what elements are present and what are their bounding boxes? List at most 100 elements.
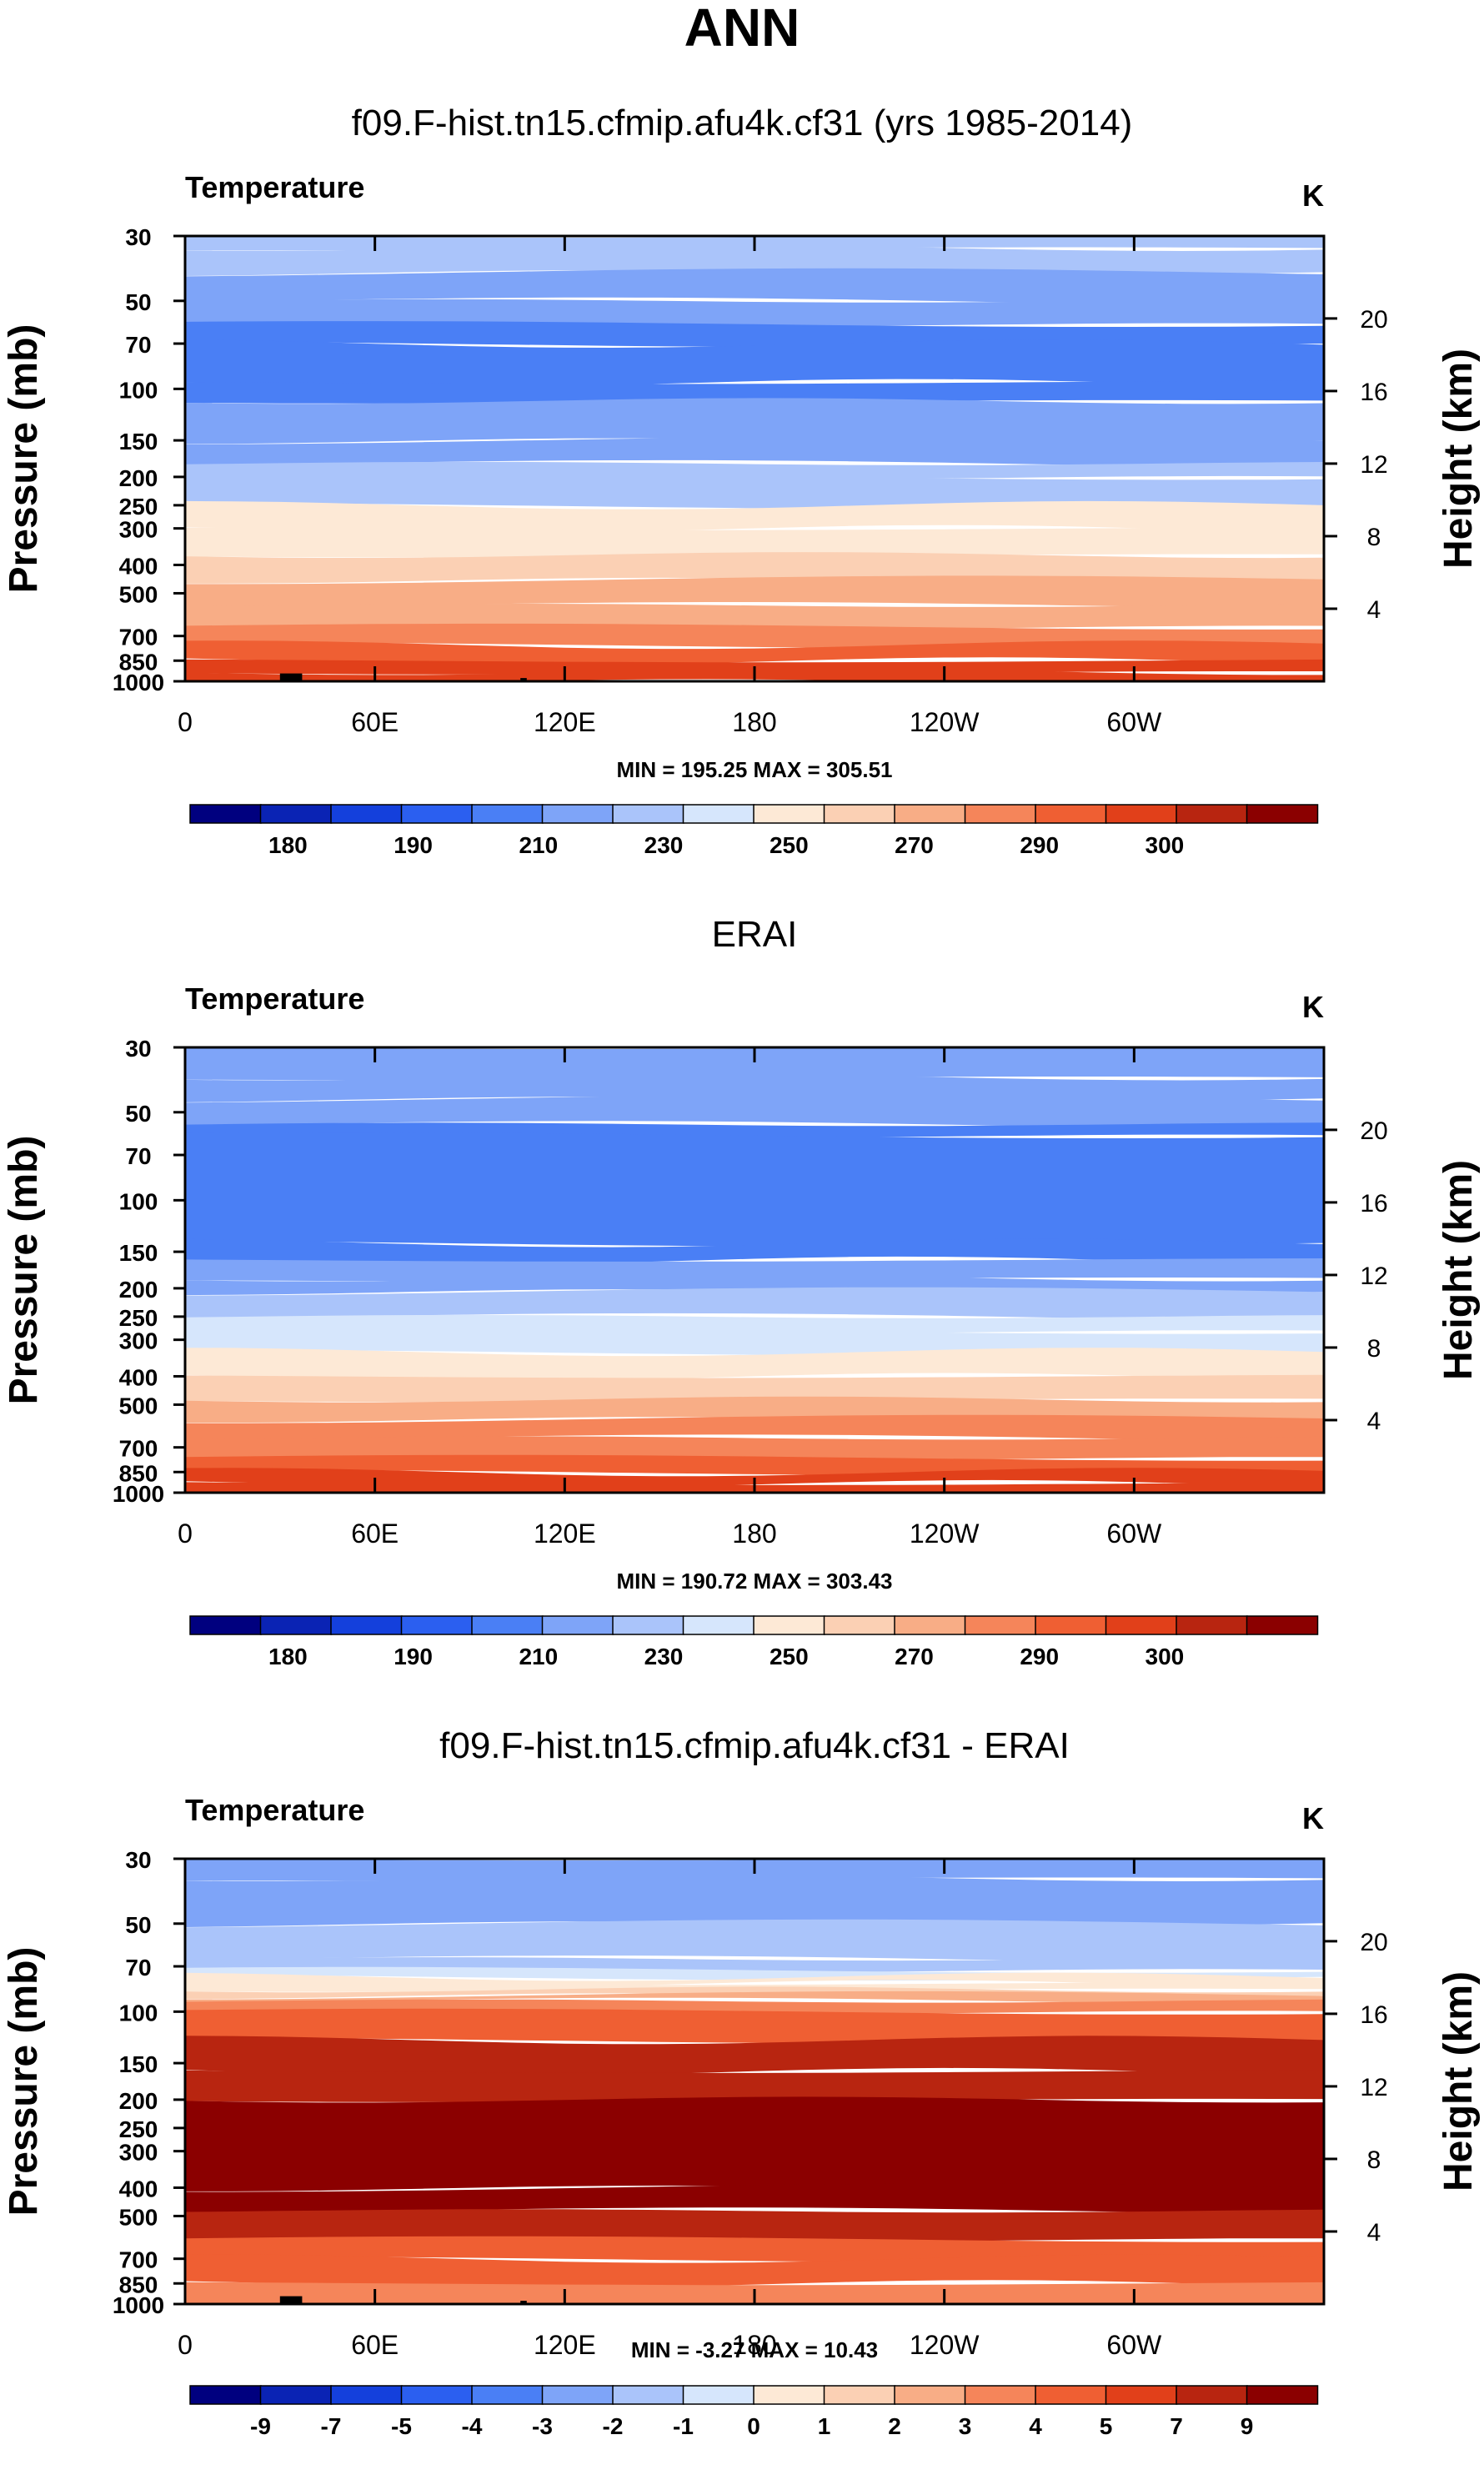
y-tick-label: 250	[119, 1305, 158, 1331]
contour-fill	[185, 236, 1324, 681]
colorbar-swatch	[259, 804, 333, 824]
y-tick-label: 70	[125, 1955, 151, 1980]
contour-band	[185, 527, 1324, 558]
colorbar-label: 250	[770, 1644, 809, 1669]
y-tick-label: 30	[125, 224, 151, 250]
colorbar-swatch	[1105, 804, 1178, 824]
contour-band	[185, 2008, 1324, 2044]
colorbar-swatch	[1176, 2385, 1248, 2405]
y-tick-label: 1000	[113, 670, 164, 695]
colorbar-swatch	[1176, 1615, 1248, 1635]
colorbar-swatch	[823, 1615, 896, 1635]
colorbar-label: 5	[1100, 2413, 1113, 2439]
colorbar-swatch	[259, 2385, 333, 2405]
colorbar-swatch	[259, 1615, 333, 1635]
panel-erai: ERAI Temperature K 0 60E 120E 180 120W 60W 30 5…	[2, 914, 1481, 1669]
colorbar-swatch	[1035, 2385, 1107, 2405]
y-tick-label: 100	[119, 2000, 158, 2026]
colorbar-swatch	[330, 804, 403, 824]
colorbar-swatch	[612, 804, 684, 824]
contour-band	[185, 604, 1324, 630]
height-tick-label: 4	[1367, 2219, 1381, 2247]
x-tick-label: 180	[732, 2330, 776, 2360]
colorbar: 180 190 210 230 250 270 290 300	[189, 1615, 1319, 1669]
y-tick-label: 500	[119, 1393, 158, 1418]
colorbar-label: -2	[603, 2413, 624, 2439]
y-tick-label: 400	[119, 2176, 158, 2201]
y-tick-label: 70	[125, 1143, 151, 1169]
y-tick-label: 700	[119, 1436, 158, 1462]
x-tick-label: 120E	[534, 707, 596, 737]
colorbar-swatch	[682, 804, 755, 824]
y-axis-label-right: Height (km)	[1436, 1971, 1481, 2191]
colorbar-swatch	[823, 804, 896, 824]
panel-difference: f09.F-hist.tn15.cfmip.afu4k.cf31 - ERAI …	[2, 1725, 1481, 2439]
colorbar-swatch	[1246, 1615, 1319, 1635]
y-tick-label: 150	[119, 429, 158, 454]
x-tick-label: 180	[732, 707, 776, 737]
y-tick-label: 300	[119, 517, 158, 543]
contour-fill	[185, 1047, 1324, 1493]
min-max-label: MIN = -3.27 MAX = 10.43	[631, 2337, 878, 2362]
colorbar-label: 290	[1020, 1644, 1059, 1669]
y-axis-label-right: Height (km)	[1436, 349, 1481, 569]
variable-label: Temperature	[185, 1793, 364, 1827]
y-tick-label: 200	[119, 1277, 158, 1303]
colorbar-swatch	[753, 1615, 825, 1635]
colorbar-swatch	[330, 2385, 403, 2405]
y-tick-label: 850	[119, 2272, 158, 2297]
colorbar-swatch	[894, 804, 966, 824]
contour-band	[185, 575, 1324, 610]
contour-band	[185, 1238, 1324, 1265]
figure-title: ANN	[684, 0, 800, 58]
colorbar-swatch	[964, 2385, 1037, 2405]
contour-band	[185, 1972, 1324, 1989]
colorbar-swatch	[541, 2385, 614, 2405]
x-tick-label: 0	[178, 2330, 193, 2360]
contour-band	[185, 436, 1324, 469]
contour-fill	[185, 1859, 1324, 2304]
y-tick-label: 70	[125, 332, 151, 358]
contour-band	[185, 2096, 1324, 2191]
y-tick-label: 700	[119, 2247, 158, 2273]
colorbar-swatch	[471, 1615, 544, 1635]
x-tick-label: 120W	[910, 707, 980, 737]
height-tick-label: 8	[1367, 2146, 1381, 2174]
colorbar-label: 180	[268, 832, 308, 858]
contour-band	[185, 1094, 1324, 1130]
colorbar-label: 300	[1146, 1644, 1185, 1669]
y-tick-label: 100	[119, 1188, 158, 1214]
contour-band	[185, 2036, 1324, 2076]
y-tick-label: 300	[119, 2140, 158, 2166]
colorbar-label: 3	[959, 2413, 972, 2439]
contour-band	[185, 500, 1324, 534]
colorbar-swatch	[471, 2385, 544, 2405]
y-tick-label: 200	[119, 465, 158, 491]
colorbar-swatch	[1246, 2385, 1319, 2405]
colorbar-label: 210	[519, 1644, 558, 1669]
colorbar-label: 9	[1241, 2413, 1254, 2439]
colorbar: -9 -7 -5 -4 -3 -2 -1 0 1 2 3 4 5 7 9	[189, 2385, 1319, 2439]
colorbar-swatch	[330, 1615, 403, 1635]
y-tick-label: 300	[119, 1328, 158, 1354]
colorbar-swatch	[753, 804, 825, 824]
contour-band	[185, 1132, 1324, 1248]
y-tick-label: 50	[125, 1912, 151, 1938]
x-tick-label: 60W	[1106, 2330, 1162, 2360]
x-tick-label: 120W	[910, 2330, 980, 2360]
min-max-label: MIN = 190.72 MAX = 303.43	[617, 1569, 893, 1594]
colorbar-swatch	[682, 2385, 755, 2405]
x-tick-label: 0	[178, 1519, 193, 1549]
y-tick-label: 50	[125, 1101, 151, 1127]
y-tick-label: 850	[119, 1460, 158, 1486]
colorbar-swatch	[894, 2385, 966, 2405]
contour-band	[185, 398, 1324, 444]
x-tick-label: 60W	[1106, 1519, 1162, 1549]
units-label: K	[1302, 178, 1324, 213]
contour-band	[185, 1919, 1324, 1964]
colorbar-swatch	[894, 1615, 966, 1635]
topography-block	[520, 2301, 527, 2304]
contour-band	[185, 1074, 1324, 1103]
